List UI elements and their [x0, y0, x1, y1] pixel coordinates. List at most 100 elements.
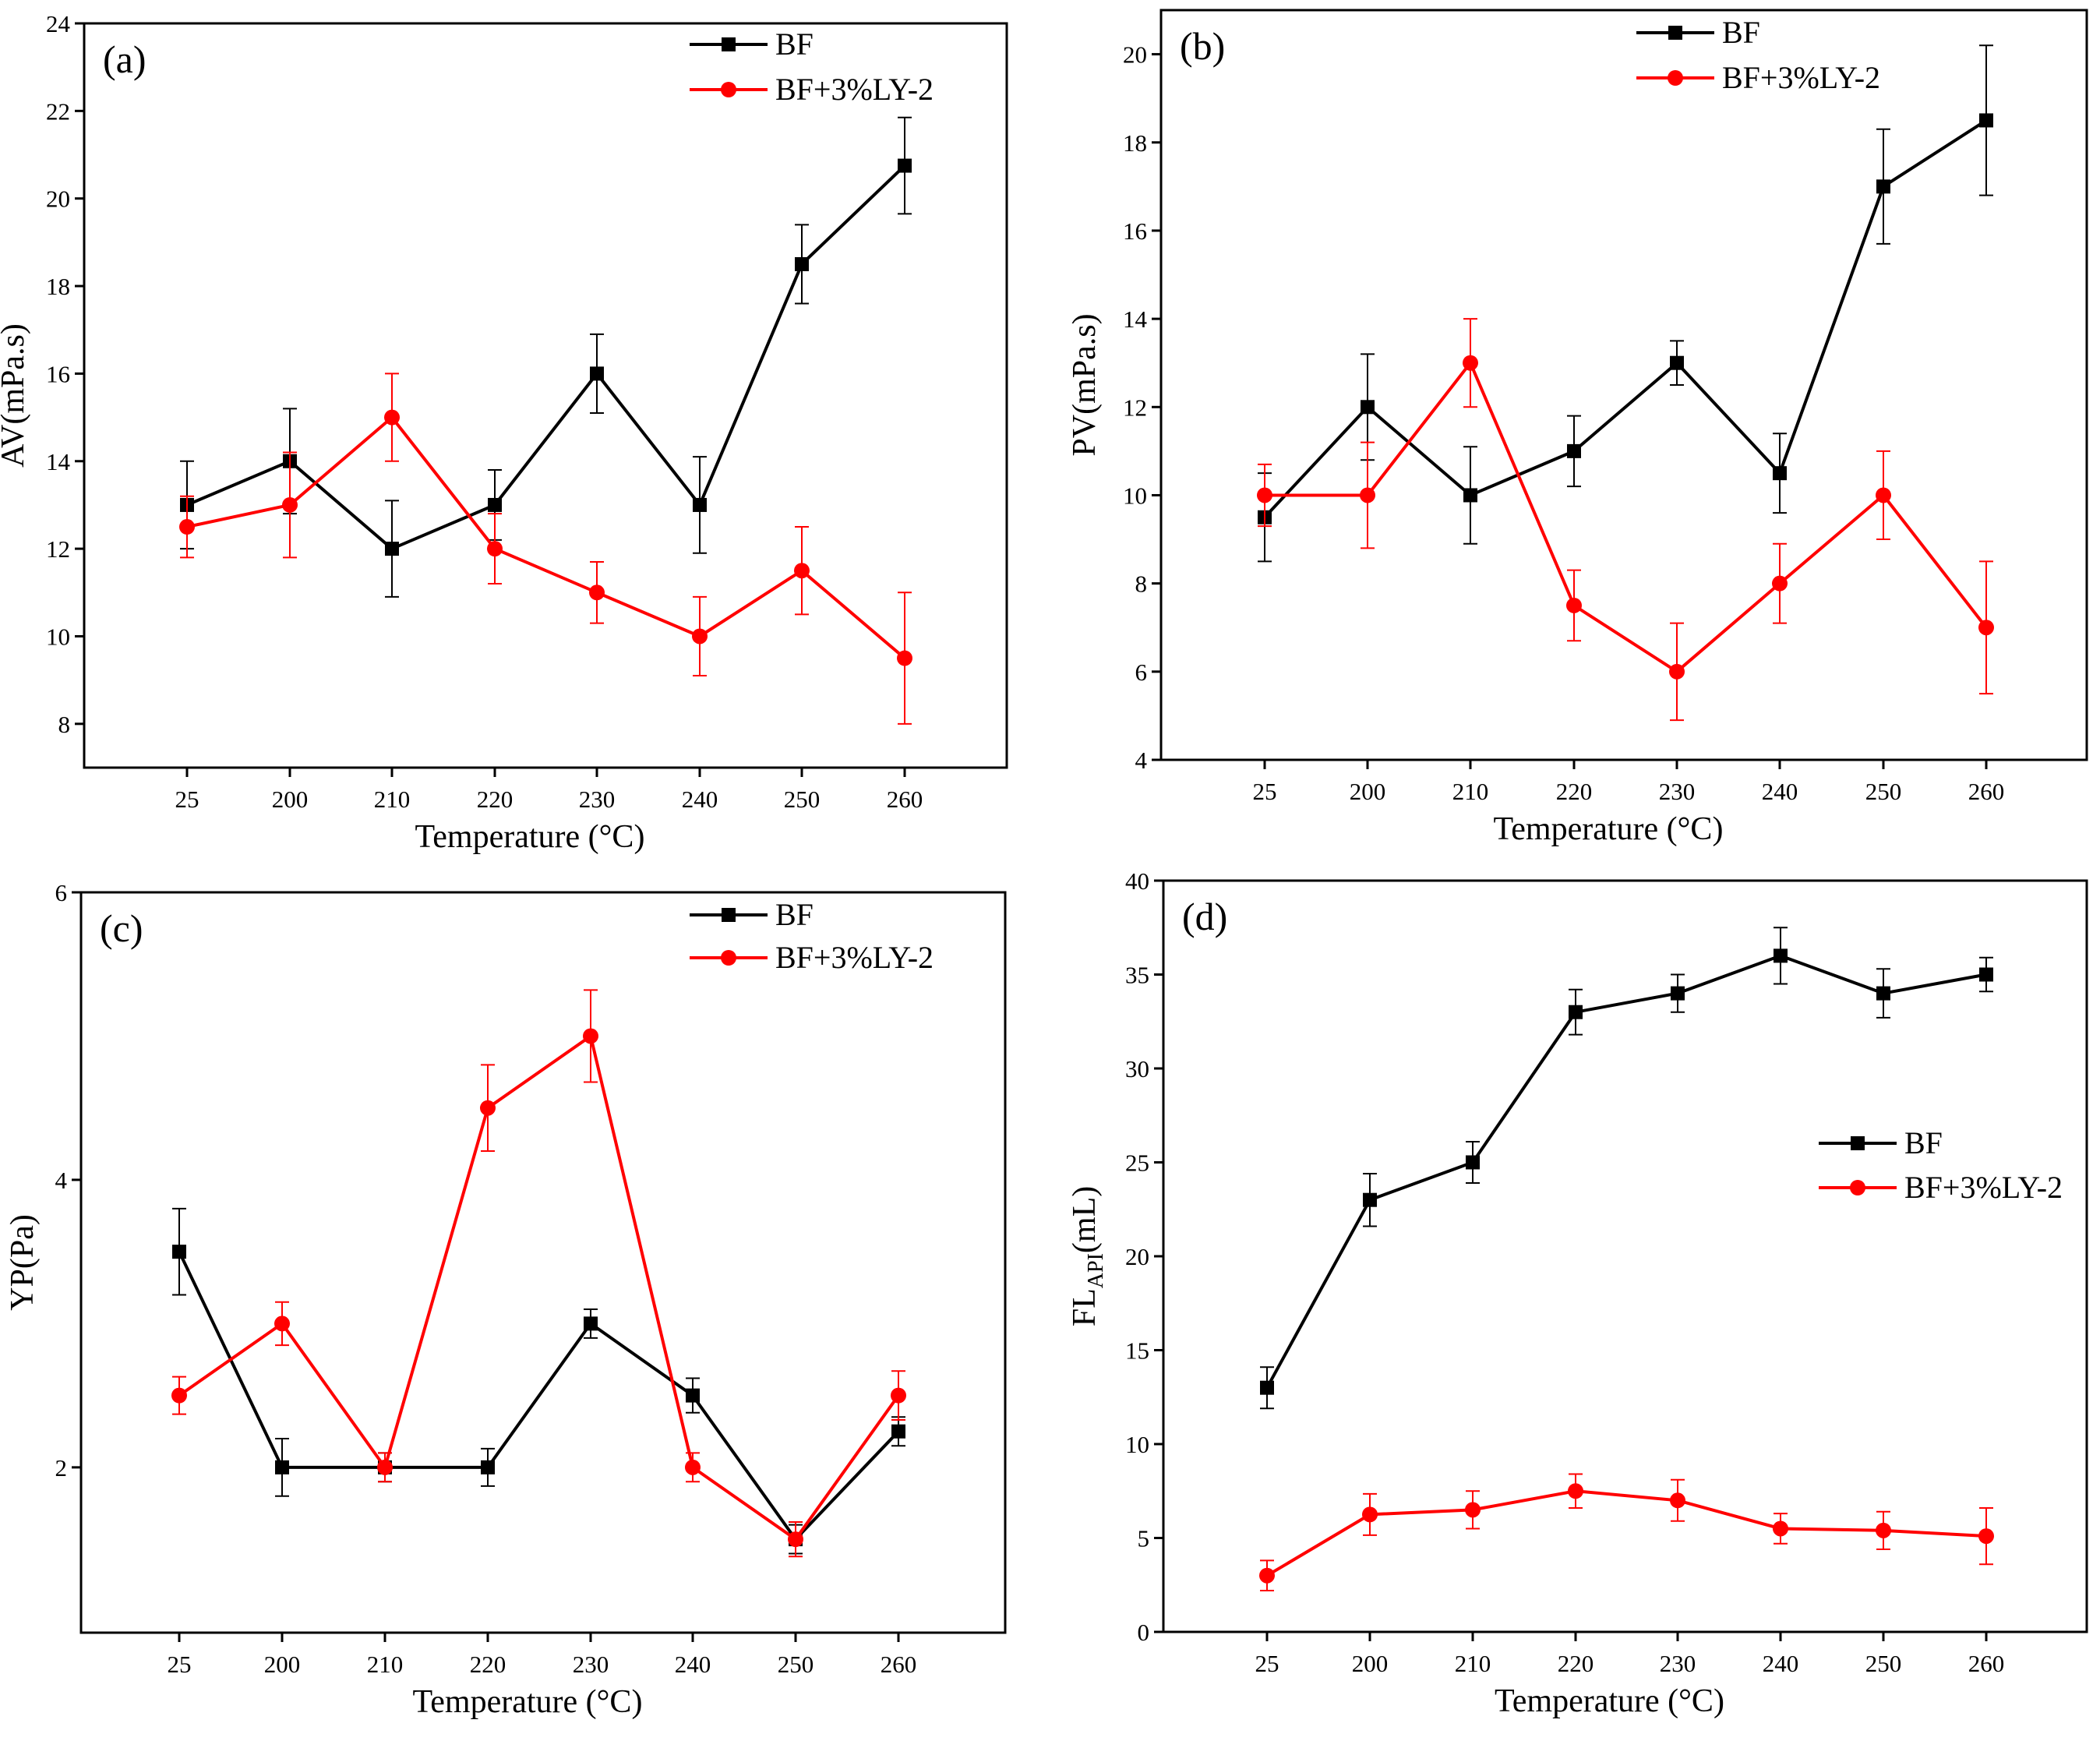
x-tick-label: 220 — [470, 1651, 506, 1678]
legend-marker-square — [722, 37, 736, 51]
data-point-circle — [589, 584, 605, 601]
series-bf — [172, 1207, 905, 1555]
series-line — [178, 1251, 900, 1542]
y-tick-label: 16 — [1123, 217, 1147, 245]
legend-label: BF+3%LY-2 — [1722, 60, 1880, 95]
data-point-square — [1671, 986, 1685, 1001]
chart-panel-a: 8 10 12 14 16 18 20 22 24 25 200 210 220 230 240 250 260… — [0, 10, 1008, 855]
x-tick-label: 220 — [477, 786, 514, 813]
series-bf-ly2 — [1257, 318, 1994, 722]
data-point-square — [1876, 986, 1890, 1001]
data-point-circle — [1362, 1506, 1378, 1523]
series-bf-ly2 — [1259, 1473, 1994, 1591]
data-point-circle — [1360, 487, 1375, 503]
panel-label: (c) — [100, 906, 143, 950]
plot-frame — [1159, 9, 2088, 761]
y-axis-title: AV(mPa.s) — [0, 323, 31, 468]
x-tick-label: 25 — [1255, 1650, 1279, 1677]
data-point-square — [172, 1245, 186, 1259]
y-tick-label: 6 — [55, 879, 68, 906]
y-tick-label: 5 — [1138, 1525, 1150, 1552]
chart-panel-c: 2 4 6 25 200 210 220 230 240 250 260 Temperature (°… — [5, 879, 1007, 1720]
x-tick-label: 210 — [1455, 1650, 1491, 1677]
data-point-square — [1361, 400, 1375, 415]
data-point-circle — [171, 1387, 187, 1404]
data-point-square — [1773, 466, 1787, 481]
legend: BF BF+3%LY-2 — [690, 897, 934, 975]
x-tick-label: 250 — [1865, 1650, 1902, 1677]
x-tick-label: 230 — [1660, 1650, 1696, 1677]
y-tick-label: 20 — [1123, 41, 1147, 69]
legend-label: BF+3%LY-2 — [775, 940, 934, 975]
legend-marker-circle — [1668, 70, 1683, 86]
data-point-square — [481, 1460, 495, 1474]
data-point-square — [1774, 948, 1788, 963]
legend: BF BF+3%LY-2 — [1636, 15, 1880, 95]
x-tick-label: 240 — [682, 786, 718, 813]
legend-label: BF — [775, 897, 814, 932]
data-point-circle — [1669, 663, 1685, 680]
x-tick-label: 260 — [887, 786, 923, 813]
y-tick-label: 20 — [1125, 1243, 1149, 1270]
y-tick-label: 30 — [1125, 1055, 1149, 1082]
data-point-circle — [1978, 1528, 1994, 1545]
x-tick-label: 240 — [675, 1651, 711, 1678]
x-tick-label: 200 — [272, 786, 309, 813]
legend-label: BF — [1904, 1125, 1943, 1160]
data-point-circle — [384, 409, 400, 426]
y-axis-title: YP(Pa) — [5, 1214, 41, 1311]
data-point-square — [488, 497, 502, 512]
data-point-circle — [377, 1459, 393, 1475]
y-tick-label: 2 — [55, 1454, 68, 1481]
y-tick-label: 14 — [46, 448, 71, 475]
plot-frame — [79, 891, 1007, 1634]
series-line — [186, 164, 906, 551]
panel-label: (d) — [1182, 895, 1227, 938]
x-tick-label: 230 — [1659, 778, 1696, 805]
data-point-circle — [487, 541, 503, 557]
legend-label: BF+3%LY-2 — [775, 72, 934, 107]
data-point-square — [1466, 1155, 1480, 1170]
y-tick-label: 12 — [46, 535, 70, 563]
x-tick-label: 230 — [573, 1651, 609, 1678]
panel-label: (b) — [1180, 24, 1225, 68]
data-point-circle — [788, 1531, 803, 1548]
y-tick-label: 35 — [1125, 962, 1149, 989]
y-tick-label: 18 — [1123, 129, 1147, 157]
panel-label: (a) — [103, 37, 146, 81]
y-tick-label: 6 — [1135, 659, 1148, 686]
legend-label: BF+3%LY-2 — [1904, 1170, 2063, 1205]
legend-marker-circle — [721, 82, 736, 97]
y-tick-label: 14 — [1123, 305, 1148, 333]
y-tick-label: 10 — [1125, 1431, 1149, 1458]
legend-label: BF — [1722, 15, 1760, 50]
data-point-circle — [1773, 1520, 1788, 1537]
x-tick-label: 210 — [374, 786, 411, 813]
plot-frame — [1162, 879, 2088, 1633]
x-tick-label: 260 — [881, 1651, 917, 1678]
chart-panel-d: 0 5 10 15 20 25 30 35 40 25 200 210 220 230 240 250 260 T… — [1067, 867, 2088, 1719]
x-tick-label: 250 — [778, 1651, 814, 1678]
x-tick-label: 210 — [1452, 778, 1489, 805]
legend-marker-square — [722, 908, 736, 922]
y-tick-label: 10 — [1123, 482, 1147, 509]
series-line — [1263, 118, 1988, 519]
data-point-circle — [1257, 487, 1272, 503]
data-point-square — [686, 1388, 700, 1403]
x-tick-label: 25 — [1253, 778, 1277, 805]
series-bf-ly2 — [179, 373, 912, 725]
data-point-square — [1569, 1005, 1583, 1019]
data-point-circle — [1772, 575, 1788, 592]
data-point-circle — [480, 1100, 496, 1116]
data-point-circle — [891, 1387, 906, 1404]
series-line — [186, 415, 906, 660]
x-tick-label: 200 — [1352, 1650, 1389, 1677]
x-axis-title: Temperature (°C) — [415, 819, 645, 855]
data-point-square — [1979, 967, 1993, 982]
x-tick-label: 220 — [1556, 778, 1593, 805]
series-line — [1265, 359, 1988, 674]
y-tick-label: 12 — [1123, 394, 1147, 421]
data-point-square — [1876, 179, 1890, 194]
x-tick-label: 260 — [1968, 1650, 2005, 1677]
